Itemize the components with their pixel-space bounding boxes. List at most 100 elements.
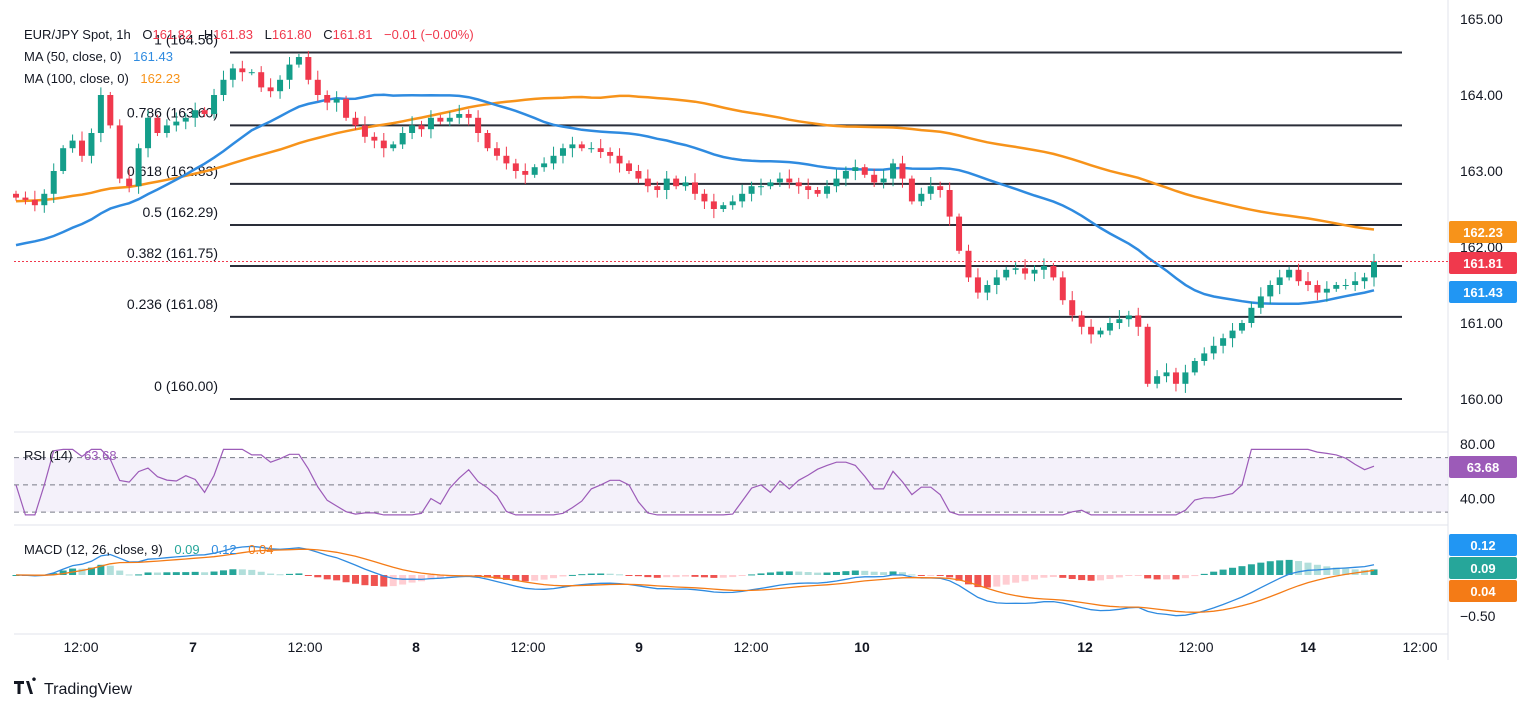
- macd-legend[interactable]: MACD (12, 26, close, 9) 0.09 0.12 0.04: [24, 542, 274, 557]
- macd-hist-bar: [1361, 569, 1369, 575]
- candle-body: [107, 95, 114, 126]
- candle-body: [927, 186, 934, 194]
- macd-hist-bar: [795, 571, 803, 575]
- candle-body: [1078, 315, 1085, 327]
- candle-body: [1135, 315, 1142, 327]
- macd-hist-bar: [776, 571, 784, 575]
- macd-hist-bar: [644, 575, 652, 578]
- time-tick: 12: [1077, 639, 1093, 655]
- price-badge: 161.81: [1449, 252, 1517, 274]
- macd-hist-bar: [578, 574, 586, 576]
- rsi-tick: 40.00: [1460, 491, 1495, 507]
- candle-body: [258, 72, 265, 88]
- macd-hist-bar: [493, 575, 501, 579]
- macd-hist-bar: [927, 575, 935, 576]
- macd-hist-bar: [1059, 575, 1067, 578]
- macd-hist-bar: [842, 571, 850, 575]
- macd-hist-bar: [1125, 575, 1133, 576]
- candle-body: [776, 178, 783, 183]
- macd-hist-bar: [144, 572, 152, 575]
- time-tick: 12:00: [63, 639, 98, 655]
- price-tick: 163.00: [1460, 163, 1503, 179]
- time-tick: 10: [854, 639, 870, 655]
- macd-histogram: [12, 559, 1378, 588]
- ma100-legend[interactable]: MA (100, close, 0) 162.23: [24, 71, 180, 86]
- candle-body: [1295, 269, 1302, 282]
- price-axis[interactable]: 165.00164.00163.00162.00161.00160.0080.0…: [1460, 11, 1503, 624]
- macd-hist-bar: [521, 575, 529, 582]
- rsi-tick: 80.00: [1460, 436, 1495, 452]
- macd-hist-bar: [267, 573, 275, 575]
- candle-body: [974, 277, 981, 293]
- macd-hist-bar: [1163, 575, 1171, 580]
- macd-hist-bar: [785, 571, 793, 575]
- tradingview-logo[interactable]: TradingView: [14, 677, 132, 698]
- macd-hist-bar: [616, 574, 624, 576]
- candle-body: [673, 178, 680, 187]
- macd-hist-bar: [946, 575, 954, 578]
- candle-body: [531, 167, 538, 175]
- candle-body: [493, 148, 500, 156]
- macd-hist-bar: [672, 575, 680, 578]
- macd-hist-bar: [163, 572, 171, 575]
- time-axis[interactable]: 12:00 7 12:00 8 12:00 9 12:00 10 12 12:00 14 12:00: [63, 639, 1437, 655]
- candle-body: [1003, 269, 1010, 278]
- macd-hist-bar: [889, 571, 897, 575]
- close-value: 161.81: [333, 27, 373, 42]
- macd-hist-bar: [153, 572, 161, 575]
- candle-body: [324, 95, 331, 103]
- macd-hist-bar: [719, 575, 727, 578]
- candle-body: [522, 171, 529, 175]
- low-value: 161.80: [272, 27, 312, 42]
- macd-signal-badge: 0.12: [1449, 534, 1517, 556]
- macd-legend-signal: 0.12: [211, 542, 236, 557]
- macd-hist-bar: [1229, 567, 1237, 575]
- rsi-legend-value: 63.68: [84, 448, 117, 463]
- rsi-line: [15, 448, 1375, 516]
- macd-hist-bar: [955, 575, 963, 581]
- macd-hist-bar: [191, 571, 199, 575]
- fib-level-label: 1 (164.56): [154, 31, 218, 47]
- candle-body: [550, 155, 557, 164]
- candle-body: [126, 178, 133, 187]
- candle-body: [201, 110, 208, 114]
- macd-hist-bar: [1332, 567, 1340, 575]
- legend-header[interactable]: EUR/JPY Spot, 1h O161.82 H161.83 L161.80…: [24, 27, 474, 42]
- macd-hist-bar: [606, 573, 614, 575]
- macd-hist-bar: [295, 573, 303, 575]
- candle-body: [1323, 288, 1330, 293]
- macd-value-badge: 0.09: [1449, 557, 1517, 579]
- candle-body: [475, 117, 482, 133]
- rsi-legend[interactable]: RSI (14) 63.68: [24, 448, 117, 463]
- candle-body: [597, 148, 604, 152]
- ma100-legend-value: 162.23: [140, 71, 180, 86]
- macd-hist-bar: [1002, 575, 1010, 585]
- ma50-legend[interactable]: MA (50, close, 0) 161.43: [24, 49, 173, 64]
- macd-hist-bar: [653, 575, 661, 578]
- ma50-badge: 161.43: [1449, 281, 1517, 303]
- candle-body: [361, 125, 368, 137]
- candle-body: [97, 95, 104, 133]
- macd-hist-bar: [1191, 575, 1199, 577]
- macd-hist-bar: [248, 569, 256, 575]
- macd-hist-bar: [50, 573, 58, 575]
- candle-body: [22, 197, 29, 200]
- candle-body: [578, 144, 585, 149]
- price-badge-text: 161.81: [1463, 256, 1503, 271]
- macd-signal-badge-text: 0.12: [1470, 538, 1495, 553]
- macd-hist-bar: [389, 575, 397, 587]
- macd-hist-bar: [276, 574, 284, 576]
- candle-body: [946, 190, 953, 217]
- candle-body: [729, 201, 736, 206]
- time-tick: 14: [1300, 639, 1316, 655]
- candle-body: [871, 174, 878, 183]
- ma100-badge: 162.23: [1449, 221, 1517, 243]
- macd-hist-bar: [898, 572, 906, 575]
- macd-hist-bar: [78, 568, 86, 575]
- candle-body: [644, 178, 651, 187]
- candle-body: [984, 285, 991, 293]
- macd-hist-bar: [691, 575, 699, 577]
- macd-hist-bar: [974, 575, 982, 588]
- macd-hist-bar: [870, 571, 878, 575]
